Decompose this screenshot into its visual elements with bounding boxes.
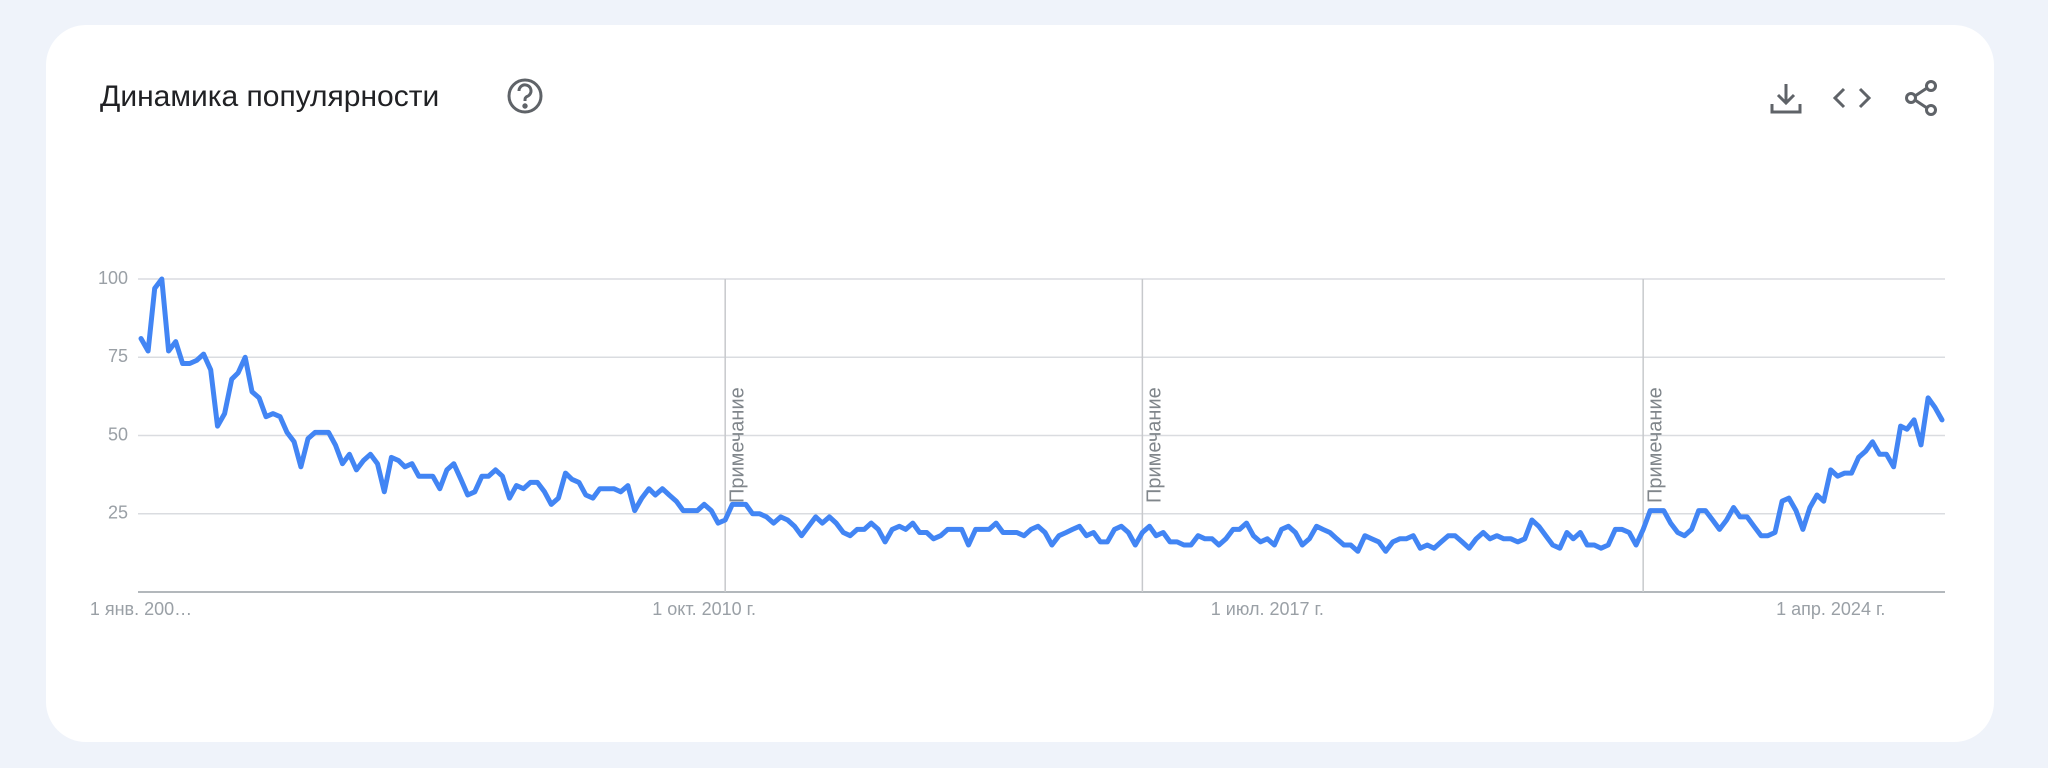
share-icon[interactable]: [1905, 80, 1937, 116]
embed-icon[interactable]: [1832, 87, 1872, 109]
y-tick-label: 50: [108, 424, 128, 444]
x-tick-label: 1 окт. 2010 г.: [652, 599, 756, 619]
help-icon[interactable]: [507, 78, 543, 114]
annotation-label: Примечание: [1644, 387, 1666, 503]
x-tick-label: 1 июл. 2017 г.: [1211, 599, 1324, 619]
x-tick-label: 1 янв. 200…: [90, 599, 192, 619]
trend-line: [138, 276, 1945, 554]
download-icon[interactable]: [1770, 84, 1802, 114]
annotation-label: Примечание: [1144, 387, 1166, 503]
y-tick-label: 100: [98, 268, 128, 288]
annotation-label: Примечание: [726, 387, 748, 503]
card: [46, 25, 1994, 742]
chart-title: Динамика популярности: [100, 80, 439, 113]
y-tick-label: 75: [108, 346, 128, 366]
x-tick-label: 1 апр. 2024 г.: [1776, 599, 1885, 619]
y-tick-label: 25: [108, 503, 128, 523]
